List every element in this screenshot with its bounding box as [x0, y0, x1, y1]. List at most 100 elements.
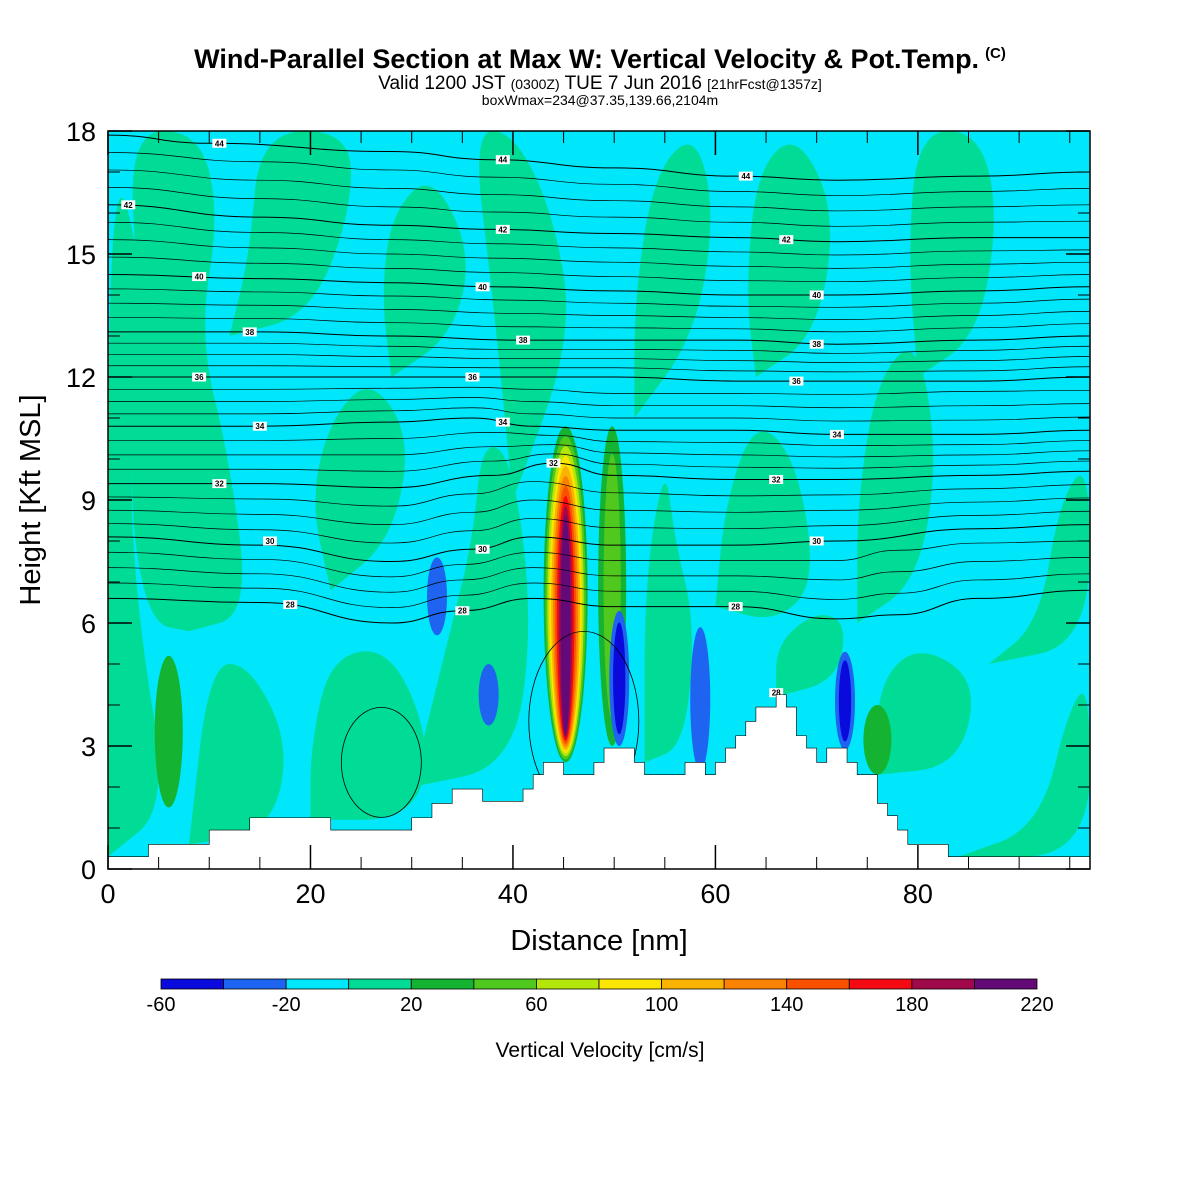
w-contour-updraft-8-0 [863, 705, 892, 775]
colorbar-tick-label: -20 [272, 994, 301, 1016]
isentrope-minor [108, 365, 1090, 373]
weak-updraft-region [644, 483, 692, 763]
colorbar-tick-label: 140 [770, 994, 803, 1016]
isentrope-label-bg [192, 272, 207, 282]
isentrope-label: 38 [812, 340, 821, 349]
isentrope-label-bg [121, 200, 136, 210]
isentrope-label: 42 [124, 201, 133, 210]
x-tick-label: 20 [295, 879, 325, 909]
isentrope-label-bg [212, 138, 227, 148]
isentrope-label-bg [475, 544, 490, 554]
colorbar-swatch [536, 978, 600, 990]
isentrope-label-bg [252, 421, 267, 431]
y-tick-label: 15 [66, 240, 96, 270]
weak-updraft-region [715, 431, 810, 618]
x-tick-label: 0 [100, 879, 115, 909]
isentrope-30 [108, 524, 1090, 563]
weak-updraft-region [383, 185, 466, 377]
isentrope-minor [108, 557, 1090, 593]
isentrope-label: 34 [832, 430, 841, 439]
isentrope-minor [108, 407, 1090, 422]
isentrope-label-bg [728, 602, 743, 612]
x-tick-label: 60 [700, 879, 730, 909]
isentrope-label: 28 [286, 601, 295, 610]
colorbar-swatch [911, 978, 975, 990]
isentrope-minor [108, 397, 1090, 409]
y-tick-label: 0 [81, 855, 96, 885]
isentrope-label: 28 [458, 607, 467, 616]
w-contour-downdraft-6-0 [427, 557, 448, 636]
isentrope-34 [108, 417, 1090, 435]
isentrope-minor [108, 221, 1090, 256]
isentrope-label: 44 [741, 172, 750, 181]
forecast-info: [21hrFcst@1357z] [707, 76, 822, 92]
isentrope-label: 32 [549, 459, 558, 468]
isentrope-label: 28 [731, 603, 740, 612]
isentrope-label-bg [516, 335, 531, 345]
colorbar-tick-label: 220 [1020, 994, 1053, 1016]
isentrope-minor [108, 573, 1090, 608]
isentrope-minor [108, 302, 1090, 320]
colorbar-swatch [848, 978, 913, 990]
weak-updraft-region [479, 131, 567, 500]
isentrope-label: 36 [195, 373, 204, 382]
isentrope-label-bg [738, 171, 753, 181]
isentrope-label: 40 [195, 273, 204, 282]
y-tick-label: 12 [66, 363, 96, 393]
y-tick-label: 3 [81, 732, 96, 762]
isentrope-label: 42 [498, 225, 507, 234]
isentrope-label-bg [789, 376, 804, 386]
isentrope-minor [108, 187, 1090, 227]
chart-subtitle: Valid 1200 JST (0300Z) TUE 7 Jun 2016 [2… [0, 73, 1200, 95]
isentrope-minor [108, 317, 1090, 333]
colorbar-swatch [473, 978, 537, 990]
isentrope-label-bg [829, 429, 844, 439]
isentrope-label: 30 [478, 545, 487, 554]
isentrope-minor [108, 510, 1090, 544]
isentrope-label: 40 [812, 291, 821, 300]
weak-updraft-region [748, 144, 831, 377]
isentrope-32 [108, 462, 1090, 489]
weak-updraft-region [857, 351, 934, 623]
weak-updraft-region [310, 651, 426, 820]
isentrope-label-bg [779, 235, 794, 245]
isentrope-38 [108, 331, 1090, 345]
isentrope-label-bg [769, 688, 784, 698]
w-contour-downdraft-4-1 [838, 660, 852, 742]
isentrope-minor [108, 256, 1090, 283]
isentrope-label: 36 [792, 377, 801, 386]
isentrope-label-bg [495, 155, 510, 165]
isentrope-minor [108, 386, 1090, 395]
weak-updraft-region [877, 653, 972, 775]
w-contour-downdraft-5-0 [478, 664, 499, 726]
isentrope-42 [108, 204, 1090, 243]
isentrope-minor [108, 342, 1090, 354]
colorbar: -60 -20 20 60 100 140 180 220 [147, 978, 1054, 1016]
isentrope-label: 36 [468, 373, 477, 382]
isentrope-label-bg [809, 290, 824, 300]
isentrope-label: 32 [215, 480, 224, 489]
y-tick-label: 6 [81, 609, 96, 639]
velocity-features [154, 426, 892, 808]
weak-updraft-region [988, 475, 1090, 664]
weak-updraft-region [108, 197, 159, 857]
weak-updraft-region [131, 131, 243, 632]
copyright-mark: (C) [985, 45, 1006, 62]
isentrope-40 [108, 274, 1090, 296]
colorbar-swatch [974, 978, 1038, 990]
isentrope-label-bg [495, 224, 510, 234]
colorbar-swatch [223, 978, 287, 990]
terrain [108, 694, 1090, 869]
isentrope-label-bg [283, 600, 298, 610]
isentrope-label-bg [546, 458, 561, 468]
colorbar-swatch [661, 978, 725, 990]
x-tick-label: 80 [903, 879, 933, 909]
valid-time: Valid 1200 JST [378, 73, 506, 94]
w-contour-downdraft-2-1 [613, 622, 626, 735]
colorbar-swatch [348, 978, 412, 990]
colorbar-label: Vertical Velocity [cm/s] [496, 1039, 705, 1062]
chart-title-text: Wind-Parallel Section at Max W: Vertical… [194, 44, 980, 74]
box-wmax-info: boxWmax=234@37.35,139.66,2104m [481, 92, 719, 108]
